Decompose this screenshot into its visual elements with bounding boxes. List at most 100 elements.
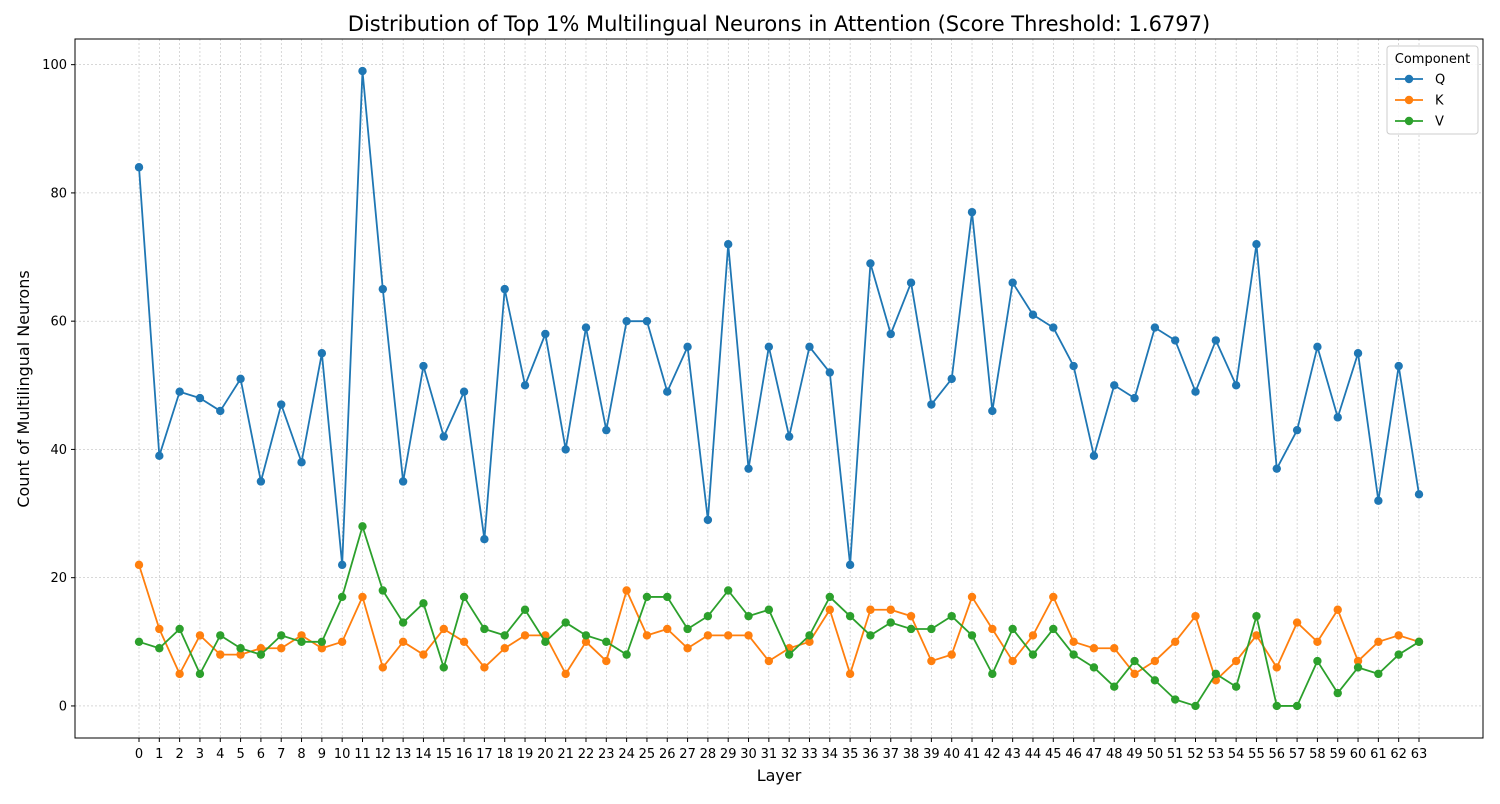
y-tick-label: 60: [50, 315, 67, 330]
data-point-k: [1191, 611, 1200, 621]
y-tick-label: 80: [50, 186, 67, 201]
series-v: [134, 522, 1424, 711]
x-tick-label: 3: [196, 747, 204, 762]
data-point-k: [703, 631, 713, 640]
data-point-v: [195, 669, 205, 679]
x-tick-label: 50: [1147, 747, 1164, 762]
data-point-k: [947, 650, 956, 659]
series-line-q: [138, 70, 1420, 566]
data-point-k: [683, 644, 692, 653]
data-point-q: [398, 477, 408, 486]
x-axis-label: Layer: [757, 766, 802, 785]
data-point-k: [236, 650, 245, 659]
data-point-q: [866, 259, 875, 268]
data-point-v: [724, 586, 733, 595]
x-tick-label: 37: [882, 747, 899, 762]
data-point-k: [1313, 637, 1322, 647]
data-point-k: [1130, 669, 1139, 679]
data-point-q: [317, 349, 327, 358]
x-tick-label: 13: [395, 747, 412, 762]
data-point-q: [500, 284, 509, 294]
x-tick-label: 44: [1025, 747, 1042, 762]
x-tick-label: 11: [354, 747, 371, 762]
data-point-k: [439, 624, 448, 634]
data-point-k: [1231, 656, 1241, 666]
data-point-k: [1170, 637, 1180, 647]
x-tick-label: 60: [1350, 747, 1367, 762]
data-point-k: [1292, 618, 1302, 627]
data-point-q: [561, 445, 570, 454]
data-point-v: [1110, 682, 1119, 691]
x-tick-label: 62: [1390, 747, 1407, 762]
data-point-q: [1353, 349, 1363, 358]
x-tick-label: 59: [1329, 747, 1346, 762]
data-point-v: [663, 592, 672, 602]
data-point-q: [602, 425, 611, 435]
series-q: [134, 66, 1424, 570]
plot-frame: [74, 38, 1484, 739]
grid-layer: [75, 39, 1483, 738]
data-point-k: [1333, 605, 1342, 614]
x-tick-label: 54: [1228, 747, 1245, 762]
data-point-v: [520, 605, 530, 614]
y-tick-label: 100: [42, 58, 67, 73]
x-tick-label: 41: [964, 747, 981, 762]
data-point-q: [1069, 361, 1078, 371]
data-point-k: [297, 631, 306, 640]
data-point-q: [1374, 496, 1383, 505]
data-point-v: [1333, 688, 1342, 698]
data-point-k: [845, 669, 855, 679]
x-tick-label: 43: [1004, 747, 1021, 762]
x-tick-label: 1: [155, 747, 163, 762]
data-point-k: [622, 586, 631, 595]
data-point-v: [1150, 676, 1160, 685]
data-point-v: [764, 605, 774, 614]
x-tick-label: 48: [1106, 747, 1123, 762]
data-point-v: [1008, 624, 1017, 634]
y-tick-label: 40: [50, 443, 67, 458]
x-tick-label: 32: [781, 747, 798, 762]
data-point-v: [134, 637, 144, 647]
x-tick-label: 21: [557, 747, 574, 762]
data-point-v: [1069, 650, 1078, 659]
data-point-v: [1252, 611, 1261, 621]
y-tick-label: 20: [50, 571, 67, 586]
data-point-q: [1231, 381, 1241, 390]
x-tick-label: 10: [334, 747, 351, 762]
data-point-v: [622, 650, 631, 659]
data-point-v: [1272, 701, 1281, 711]
data-point-v: [541, 637, 550, 647]
data-point-k: [480, 663, 489, 672]
data-point-k: [967, 592, 977, 602]
data-point-q: [337, 560, 347, 570]
data-point-k: [866, 605, 875, 614]
data-point-v: [1089, 663, 1099, 672]
data-point-v: [1211, 669, 1221, 679]
x-tick-label: 53: [1208, 747, 1225, 762]
data-point-q: [1028, 310, 1038, 319]
data-point-q: [947, 374, 956, 384]
x-tick-label: 46: [1065, 747, 1082, 762]
x-tick-label: 63: [1411, 747, 1428, 762]
data-point-v: [1374, 669, 1383, 679]
x-tick-label: 22: [578, 747, 595, 762]
data-point-v: [784, 650, 794, 659]
data-point-k: [663, 624, 672, 634]
data-point-v: [175, 624, 184, 634]
data-point-v: [967, 631, 977, 640]
data-point-q: [1414, 490, 1424, 499]
data-point-k: [602, 656, 611, 666]
data-point-q: [1130, 393, 1139, 403]
data-point-q: [906, 278, 916, 287]
legend-item-v: V: [1395, 115, 1444, 130]
data-point-k: [1252, 631, 1261, 640]
data-point-q: [744, 464, 753, 473]
data-point-q: [1313, 342, 1322, 352]
data-point-q: [825, 368, 834, 377]
x-tick-label: 39: [923, 747, 940, 762]
data-point-k: [1110, 644, 1119, 653]
data-point-v: [256, 650, 266, 659]
data-point-q: [541, 329, 550, 339]
